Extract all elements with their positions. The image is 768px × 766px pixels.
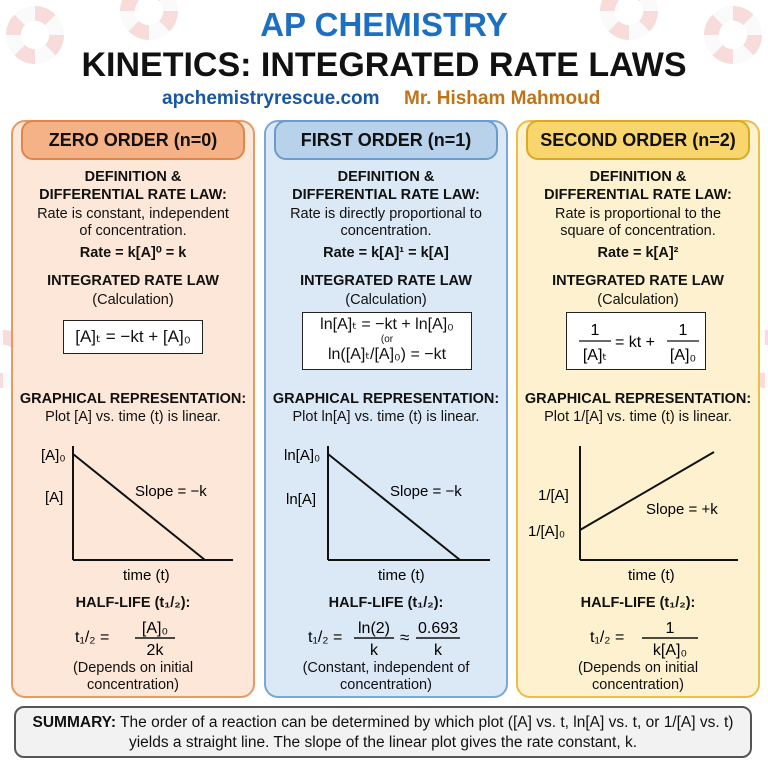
integrated-sub: (Calculation) (345, 292, 427, 308)
half-life-numerator: 1 (666, 620, 675, 637)
second-order-title: SECOND ORDER (n=2) (526, 120, 750, 160)
half-life-numerator: [A]₀ (142, 620, 168, 637)
half-life-formula: t₁/₂ = 1 k[A]₀ (590, 620, 698, 659)
zero-order-title: ZERO ORDER (n=0) (21, 120, 245, 160)
summary-text: The order of a reaction can be determine… (120, 714, 734, 751)
zero-order-graph: [A]₀ [A] Slope = −k time (t) (41, 446, 233, 584)
y-bottom-label: 1/[A]₀ (528, 523, 565, 540)
author-name: Mr. Hisham Mahmoud (404, 88, 601, 109)
rate-law: Rate = k[A]² (597, 245, 679, 261)
half-life-numerator-2: 0.693 (418, 620, 458, 637)
second-order-panel: SECOND ORDER (n=2) DEFINITION & DIFFEREN… (516, 120, 760, 698)
graph-heading: GRAPHICAL REPRESENTATION: (272, 391, 500, 407)
life-ring-icon (6, 6, 64, 64)
summary-label: SUMMARY: (32, 714, 117, 731)
life-ring-icon (704, 6, 762, 64)
rate-law: Rate = k[A]¹ = k[A] (323, 245, 449, 261)
linear-plot-line (579, 451, 715, 531)
linear-plot-line (72, 453, 206, 561)
formula-denominator: [A]ₜ (583, 347, 607, 364)
graph-heading: GRAPHICAL REPRESENTATION: (524, 391, 752, 407)
linear-plot-line (327, 453, 461, 561)
formula-or: (or (380, 334, 394, 345)
half-life-lhs: t₁/₂ = (75, 629, 109, 646)
half-life-heading: HALF-LIFE (t₁/₂): (328, 595, 444, 611)
definition-text: Rate is constant, independent of concent… (37, 206, 229, 239)
half-life-lhs: t₁/₂ = (308, 629, 342, 646)
integrated-formula: 1 [A]ₜ = kt + 1 [A]₀ (579, 322, 699, 364)
summary-box: SUMMARY: The order of a reaction can be … (14, 706, 752, 758)
second-order-graph: 1/[A] 1/[A]₀ Slope = +k time (t) (528, 446, 738, 584)
half-life-note: (Depends on initial concentration) (72, 660, 194, 693)
graph-description: Plot 1/[A] vs. time (t) is linear. (544, 409, 732, 425)
x-axis-label: time (t) (378, 567, 425, 584)
slope-label: Slope = −k (135, 483, 207, 500)
y-top-label: [A]₀ (41, 447, 66, 464)
zero-order-panel: ZERO ORDER (n=0) DEFINITION & DIFFERENTI… (11, 120, 255, 698)
half-life-formula: t₁/₂ = ln(2) k ≈ 0.693 k (308, 620, 460, 659)
integrated-formula-box: ln[A]ₜ = −kt + ln[A]₀ (or ln([A]ₜ/[A]₀) … (302, 312, 472, 370)
page-title: AP CHEMISTRY (260, 6, 508, 43)
formula-middle: = kt + (615, 334, 655, 351)
integrated-sub: (Calculation) (597, 292, 679, 308)
definition-heading: DEFINITION & DIFFERENTIAL RATE LAW: (544, 169, 732, 203)
graph-heading: GRAPHICAL REPRESENTATION: (19, 391, 247, 407)
x-axis-label: time (t) (123, 567, 170, 584)
graph-description: Plot ln[A] vs. time (t) is linear. (292, 409, 480, 425)
half-life-lhs: t₁/₂ = (590, 629, 624, 646)
first-order-title: FIRST ORDER (n=1) (274, 120, 498, 160)
integrated-formula-alt: ln([A]ₜ/[A]₀) = −kt (327, 346, 447, 363)
integrated-formula: [A]ₜ = −kt + [A]₀ (75, 327, 191, 346)
half-life-denominator: k (370, 642, 379, 659)
first-order-graph: ln[A]₀ ln[A] Slope = −k time (t) (284, 446, 490, 584)
integrated-heading: INTEGRATED RATE LAW (300, 273, 472, 289)
integrated-formula-box: 1 [A]ₜ = kt + 1 [A]₀ (566, 312, 706, 370)
integrated-sub: (Calculation) (92, 292, 174, 308)
slope-label: Slope = +k (646, 501, 718, 518)
definition-text: Rate is proportional to the square of co… (554, 206, 722, 239)
y-axis-label: 1/[A] (538, 487, 569, 504)
half-life-numerator: ln(2) (358, 620, 390, 637)
definition-heading: DEFINITION & DIFFERENTIAL RATE LAW: (292, 169, 480, 203)
integrated-heading: INTEGRATED RATE LAW (47, 273, 219, 289)
rate-law: Rate = k[A]⁰ = k (79, 245, 187, 261)
half-life-denominator-2: k (434, 642, 443, 659)
graph-description: Plot [A] vs. time (t) is linear. (45, 409, 221, 425)
formula-numerator: 1 (591, 322, 600, 339)
half-life-heading: HALF-LIFE (t₁/₂): (75, 595, 191, 611)
x-axis-label: time (t) (628, 567, 675, 584)
slope-label: Slope = −k (390, 483, 462, 500)
y-axis-label: ln[A] (286, 491, 316, 508)
first-order-panel: FIRST ORDER (n=1) DEFINITION & DIFFERENT… (264, 120, 508, 698)
formula-denominator-2: [A]₀ (670, 347, 696, 364)
page-subtitle: KINETICS: INTEGRATED RATE LAWS (81, 46, 687, 84)
y-axis-label: [A] (45, 489, 63, 506)
website-link[interactable]: apchemistryrescue.com (162, 88, 380, 109)
half-life-formula: t₁/₂ = [A]₀ 2k (75, 620, 175, 659)
half-life-denominator: k[A]₀ (653, 642, 687, 659)
half-life-denominator: 2k (147, 642, 165, 659)
integrated-formula-box: [A]ₜ = −kt + [A]₀ (63, 320, 203, 354)
half-life-note: (Depends on initial concentration) (577, 660, 699, 693)
integrated-formula: ln[A]ₜ = −kt + ln[A]₀ (320, 316, 454, 333)
half-life-note: (Constant, independent of concentration) (302, 660, 470, 693)
half-life-heading: HALF-LIFE (t₁/₂): (580, 595, 696, 611)
definition-heading: DEFINITION & DIFFERENTIAL RATE LAW: (39, 169, 227, 203)
y-top-label: ln[A]₀ (284, 447, 320, 464)
formula-numerator-2: 1 (679, 322, 688, 339)
definition-text: Rate is directly proportional to concent… (290, 206, 482, 239)
integrated-heading: INTEGRATED RATE LAW (552, 273, 724, 289)
approx-sign: ≈ (400, 628, 409, 647)
